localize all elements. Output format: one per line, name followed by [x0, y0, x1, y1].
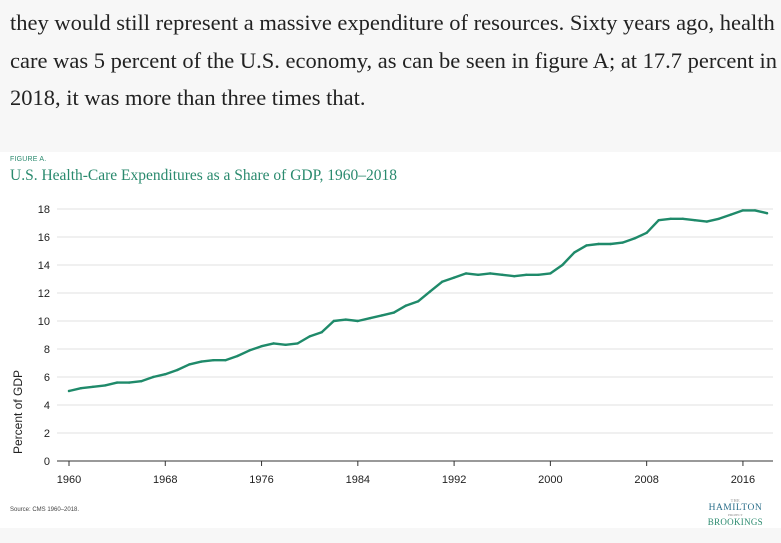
y-tick-label: 6 — [44, 372, 50, 384]
logo-brookings: BROOKINGS — [707, 517, 763, 527]
hamilton-brookings-logo: THE HAMILTON PROJECT BROOKINGS — [708, 498, 763, 528]
data-point — [91, 385, 95, 388]
data-point — [67, 389, 71, 393]
data-point — [561, 263, 564, 267]
data-point — [765, 212, 769, 215]
data-point — [489, 272, 492, 275]
data-point — [212, 359, 215, 362]
data-point — [549, 272, 552, 275]
x-tick-label: 2016 — [731, 474, 755, 486]
y-tick-label: 14 — [38, 260, 50, 272]
chart-title: U.S. Health-Care Expenditures as a Share… — [10, 167, 397, 184]
data-point — [115, 381, 119, 384]
data-point — [127, 381, 131, 384]
logo-hamilton: HAMILTON — [708, 503, 763, 513]
data-point — [440, 280, 444, 283]
data-point — [741, 209, 745, 212]
y-tick-label: 10 — [38, 316, 50, 328]
data-point — [705, 220, 709, 223]
x-tick-label: 1984 — [346, 474, 370, 486]
data-point — [103, 384, 107, 387]
y-tick-label: 12 — [38, 288, 50, 300]
y-tick-label: 4 — [44, 400, 50, 412]
data-point — [585, 244, 588, 247]
data-point — [392, 311, 396, 314]
y-axis-label: Percent of GDP — [11, 370, 25, 454]
data-point — [164, 373, 167, 376]
data-point — [525, 273, 528, 276]
data-point — [681, 217, 684, 220]
y-tick-label: 8 — [44, 344, 50, 356]
y-tick-label: 2 — [44, 428, 50, 440]
x-tick-label: 1976 — [249, 474, 273, 486]
data-point — [140, 380, 143, 383]
data-point — [717, 217, 721, 220]
logo-project: PROJECT — [728, 513, 743, 517]
data-point — [188, 363, 191, 366]
data-point — [537, 273, 540, 276]
data-point — [609, 242, 612, 246]
data-point — [152, 375, 155, 379]
data-point — [513, 275, 516, 278]
figure-label: FIGURE A. — [10, 156, 47, 163]
data-point — [332, 319, 335, 323]
data-point — [200, 360, 203, 363]
data-point — [416, 300, 420, 303]
x-tick-label: 2000 — [538, 474, 562, 486]
y-tick-label: 0 — [44, 456, 50, 468]
data-point — [633, 237, 636, 240]
data-point — [224, 359, 227, 362]
data-point — [452, 276, 456, 279]
data-point — [284, 343, 287, 346]
data-point — [729, 213, 733, 216]
x-tick-label: 1992 — [442, 474, 466, 486]
y-tick-label: 18 — [38, 204, 50, 216]
data-point — [308, 335, 311, 338]
data-point — [501, 273, 504, 276]
data-point — [368, 317, 372, 320]
data-point — [657, 219, 660, 222]
data-point — [693, 219, 696, 222]
line-chart: 0 2 4 6 8 10 12 14 16 18 1960 1968 1976 1984 1992 2000 2… — [11, 204, 773, 486]
data-point — [621, 241, 624, 244]
data-point — [753, 209, 757, 212]
y-tick-label: 16 — [38, 232, 50, 244]
article-paragraph: they would still represent a massive exp… — [10, 10, 778, 110]
data-point — [272, 342, 275, 345]
data-point — [476, 273, 480, 276]
data-point — [236, 354, 239, 358]
data-point — [645, 231, 648, 234]
data-point — [176, 368, 179, 372]
data-point — [296, 342, 299, 345]
source-note: Source: CMS 1960–2018. — [10, 507, 80, 513]
data-point — [597, 242, 600, 246]
data-point — [356, 319, 360, 323]
data-point — [380, 314, 384, 317]
data-point — [669, 217, 672, 220]
data-point — [248, 349, 251, 352]
x-tick-label: 2008 — [634, 474, 658, 486]
data-point — [79, 387, 83, 390]
logo-the: THE — [730, 498, 741, 503]
data-point — [428, 290, 432, 293]
data-point — [404, 304, 408, 307]
figure-a: FIGURE A. U.S. Health-Care Expenditures … — [0, 152, 781, 528]
data-point — [320, 331, 323, 334]
data-point — [464, 272, 468, 275]
data-point — [260, 345, 263, 348]
data-point — [573, 251, 576, 254]
x-tick-label: 1960 — [57, 474, 81, 486]
data-point — [344, 318, 347, 321]
x-tick-label: 1968 — [153, 474, 177, 486]
